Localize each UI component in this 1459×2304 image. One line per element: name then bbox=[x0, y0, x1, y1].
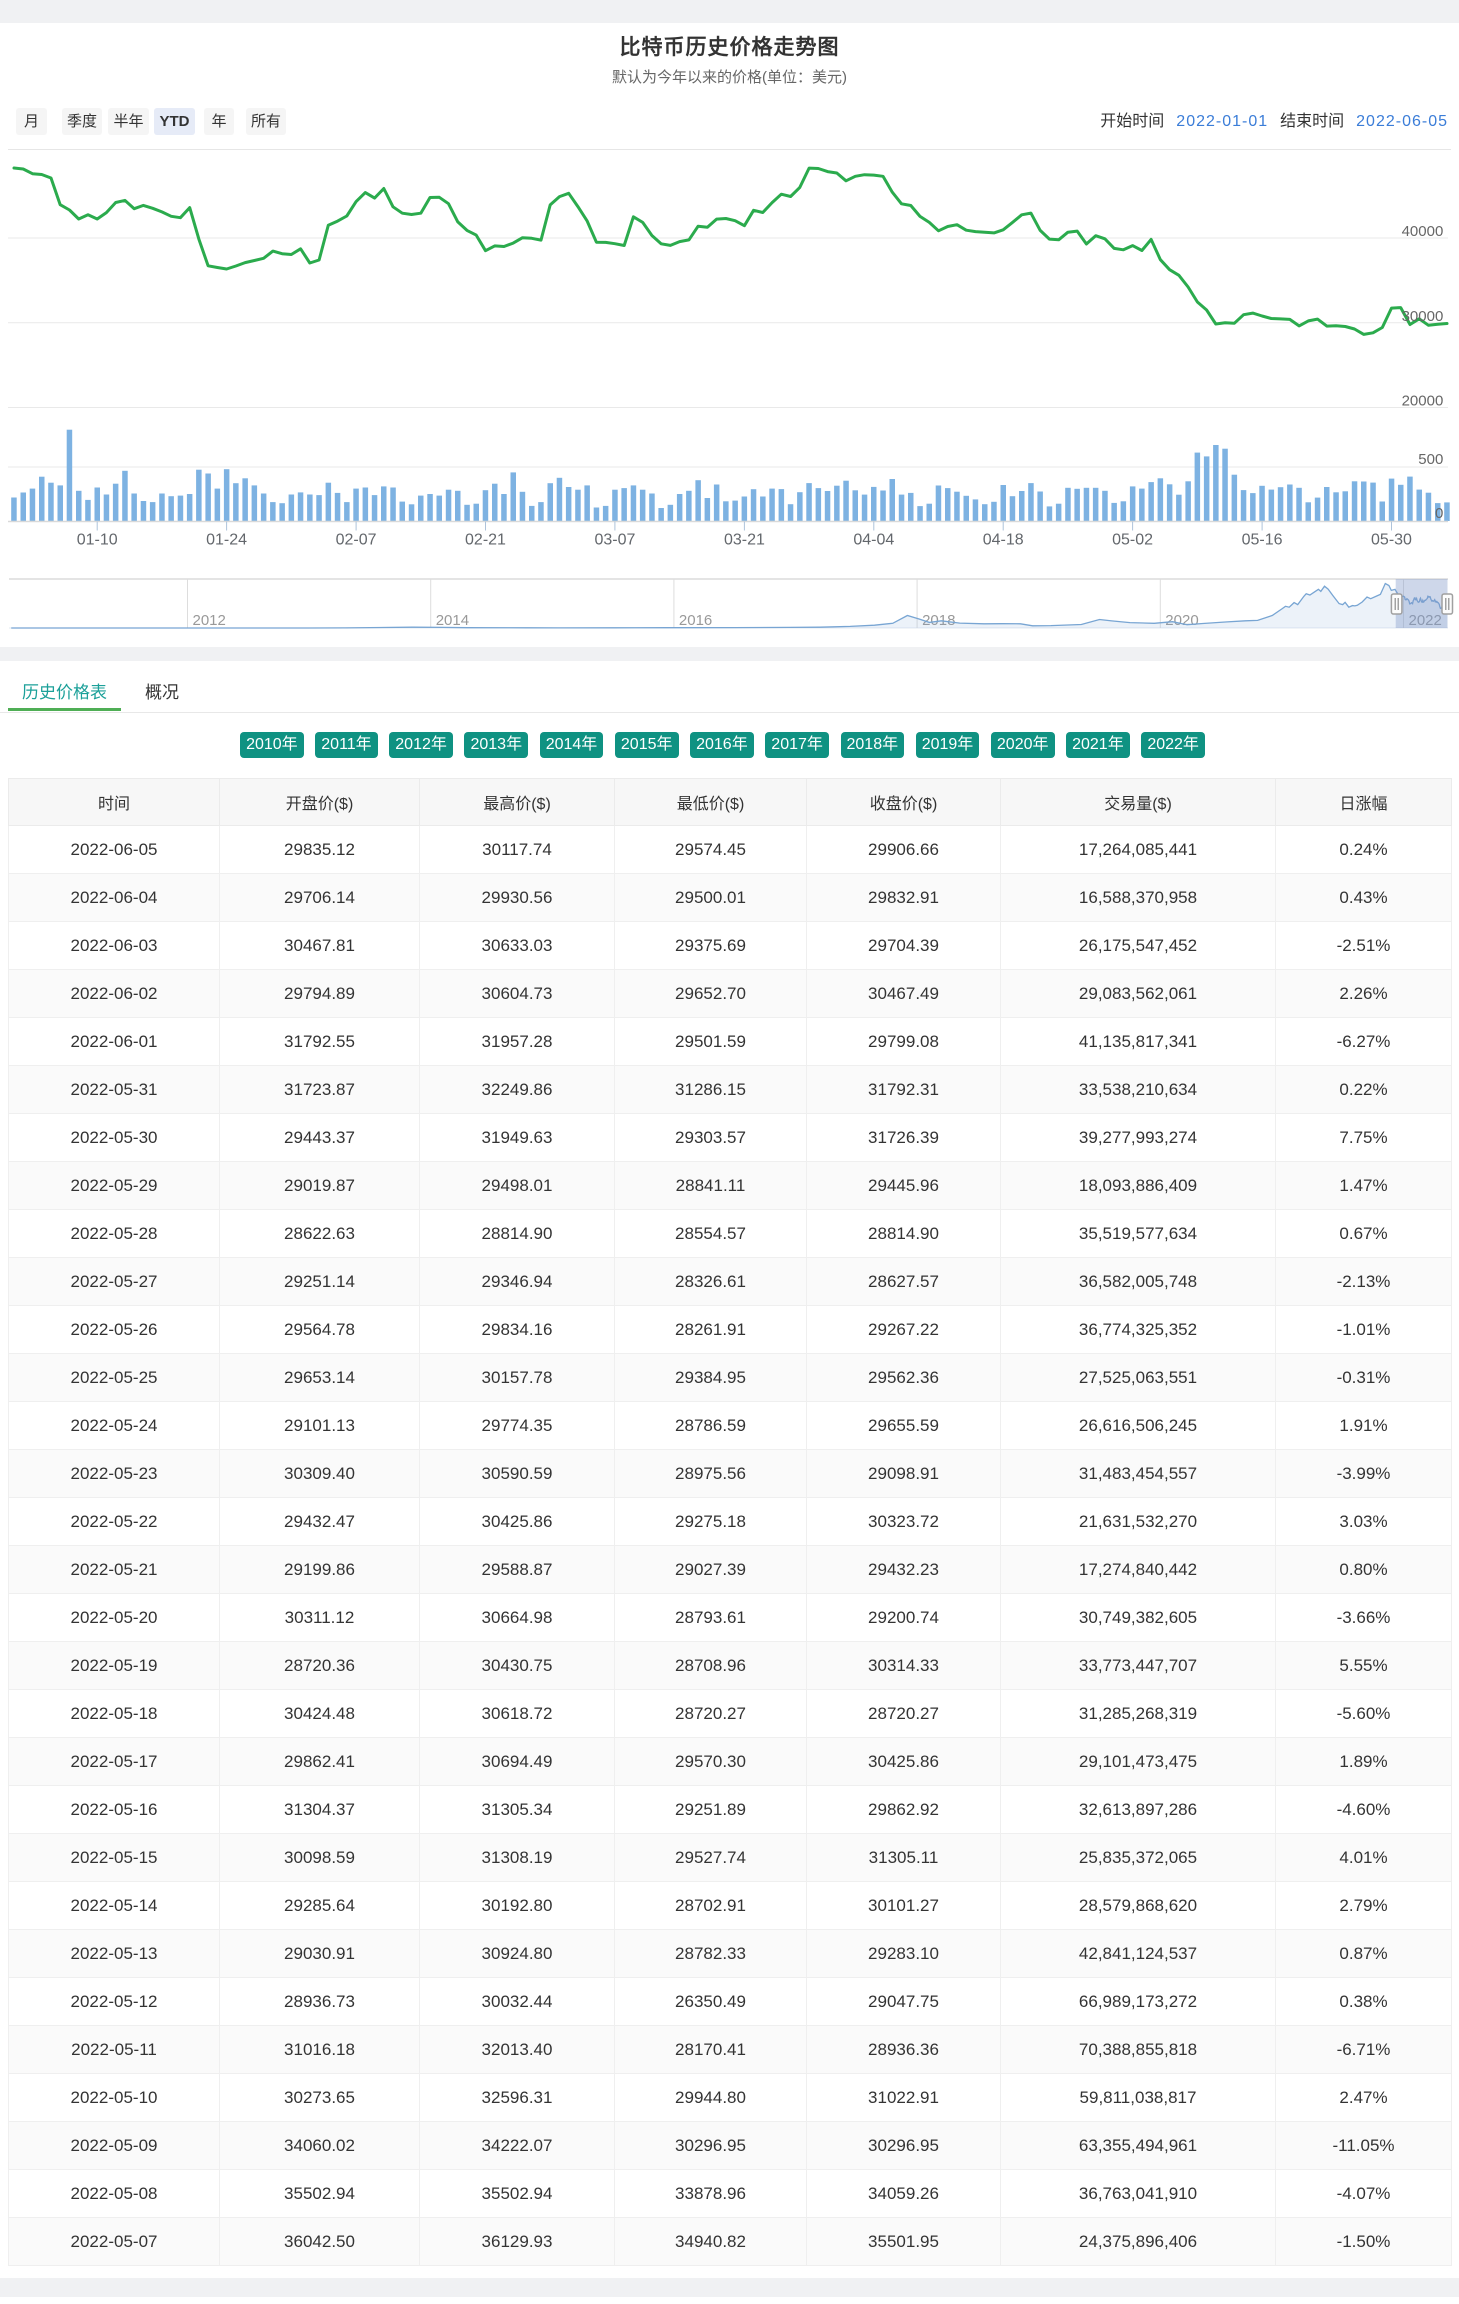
svg-text:2014: 2014 bbox=[436, 612, 469, 629]
svg-text:20000: 20000 bbox=[1402, 393, 1444, 410]
svg-text:02-07: 02-07 bbox=[336, 532, 377, 549]
svg-text:03-07: 03-07 bbox=[594, 532, 635, 549]
svg-text:05-02: 05-02 bbox=[1112, 532, 1153, 549]
svg-text:2016: 2016 bbox=[679, 612, 712, 629]
svg-text:05-30: 05-30 bbox=[1371, 532, 1412, 549]
svg-text:30000: 30000 bbox=[1402, 308, 1444, 325]
svg-text:01-10: 01-10 bbox=[77, 532, 118, 549]
svg-text:2018: 2018 bbox=[922, 612, 955, 629]
svg-text:02-21: 02-21 bbox=[465, 532, 506, 549]
svg-text:04-04: 04-04 bbox=[853, 532, 894, 549]
svg-text:40000: 40000 bbox=[1402, 223, 1444, 240]
svg-text:2022: 2022 bbox=[1409, 612, 1442, 629]
svg-text:0: 0 bbox=[1435, 505, 1443, 522]
svg-text:500: 500 bbox=[1418, 451, 1443, 468]
svg-text:05-16: 05-16 bbox=[1242, 532, 1283, 549]
svg-text:2020: 2020 bbox=[1165, 612, 1198, 629]
svg-text:01-24: 01-24 bbox=[206, 532, 247, 549]
svg-text:04-18: 04-18 bbox=[983, 532, 1024, 549]
svg-text:2012: 2012 bbox=[193, 612, 226, 629]
svg-text:03-21: 03-21 bbox=[724, 532, 765, 549]
